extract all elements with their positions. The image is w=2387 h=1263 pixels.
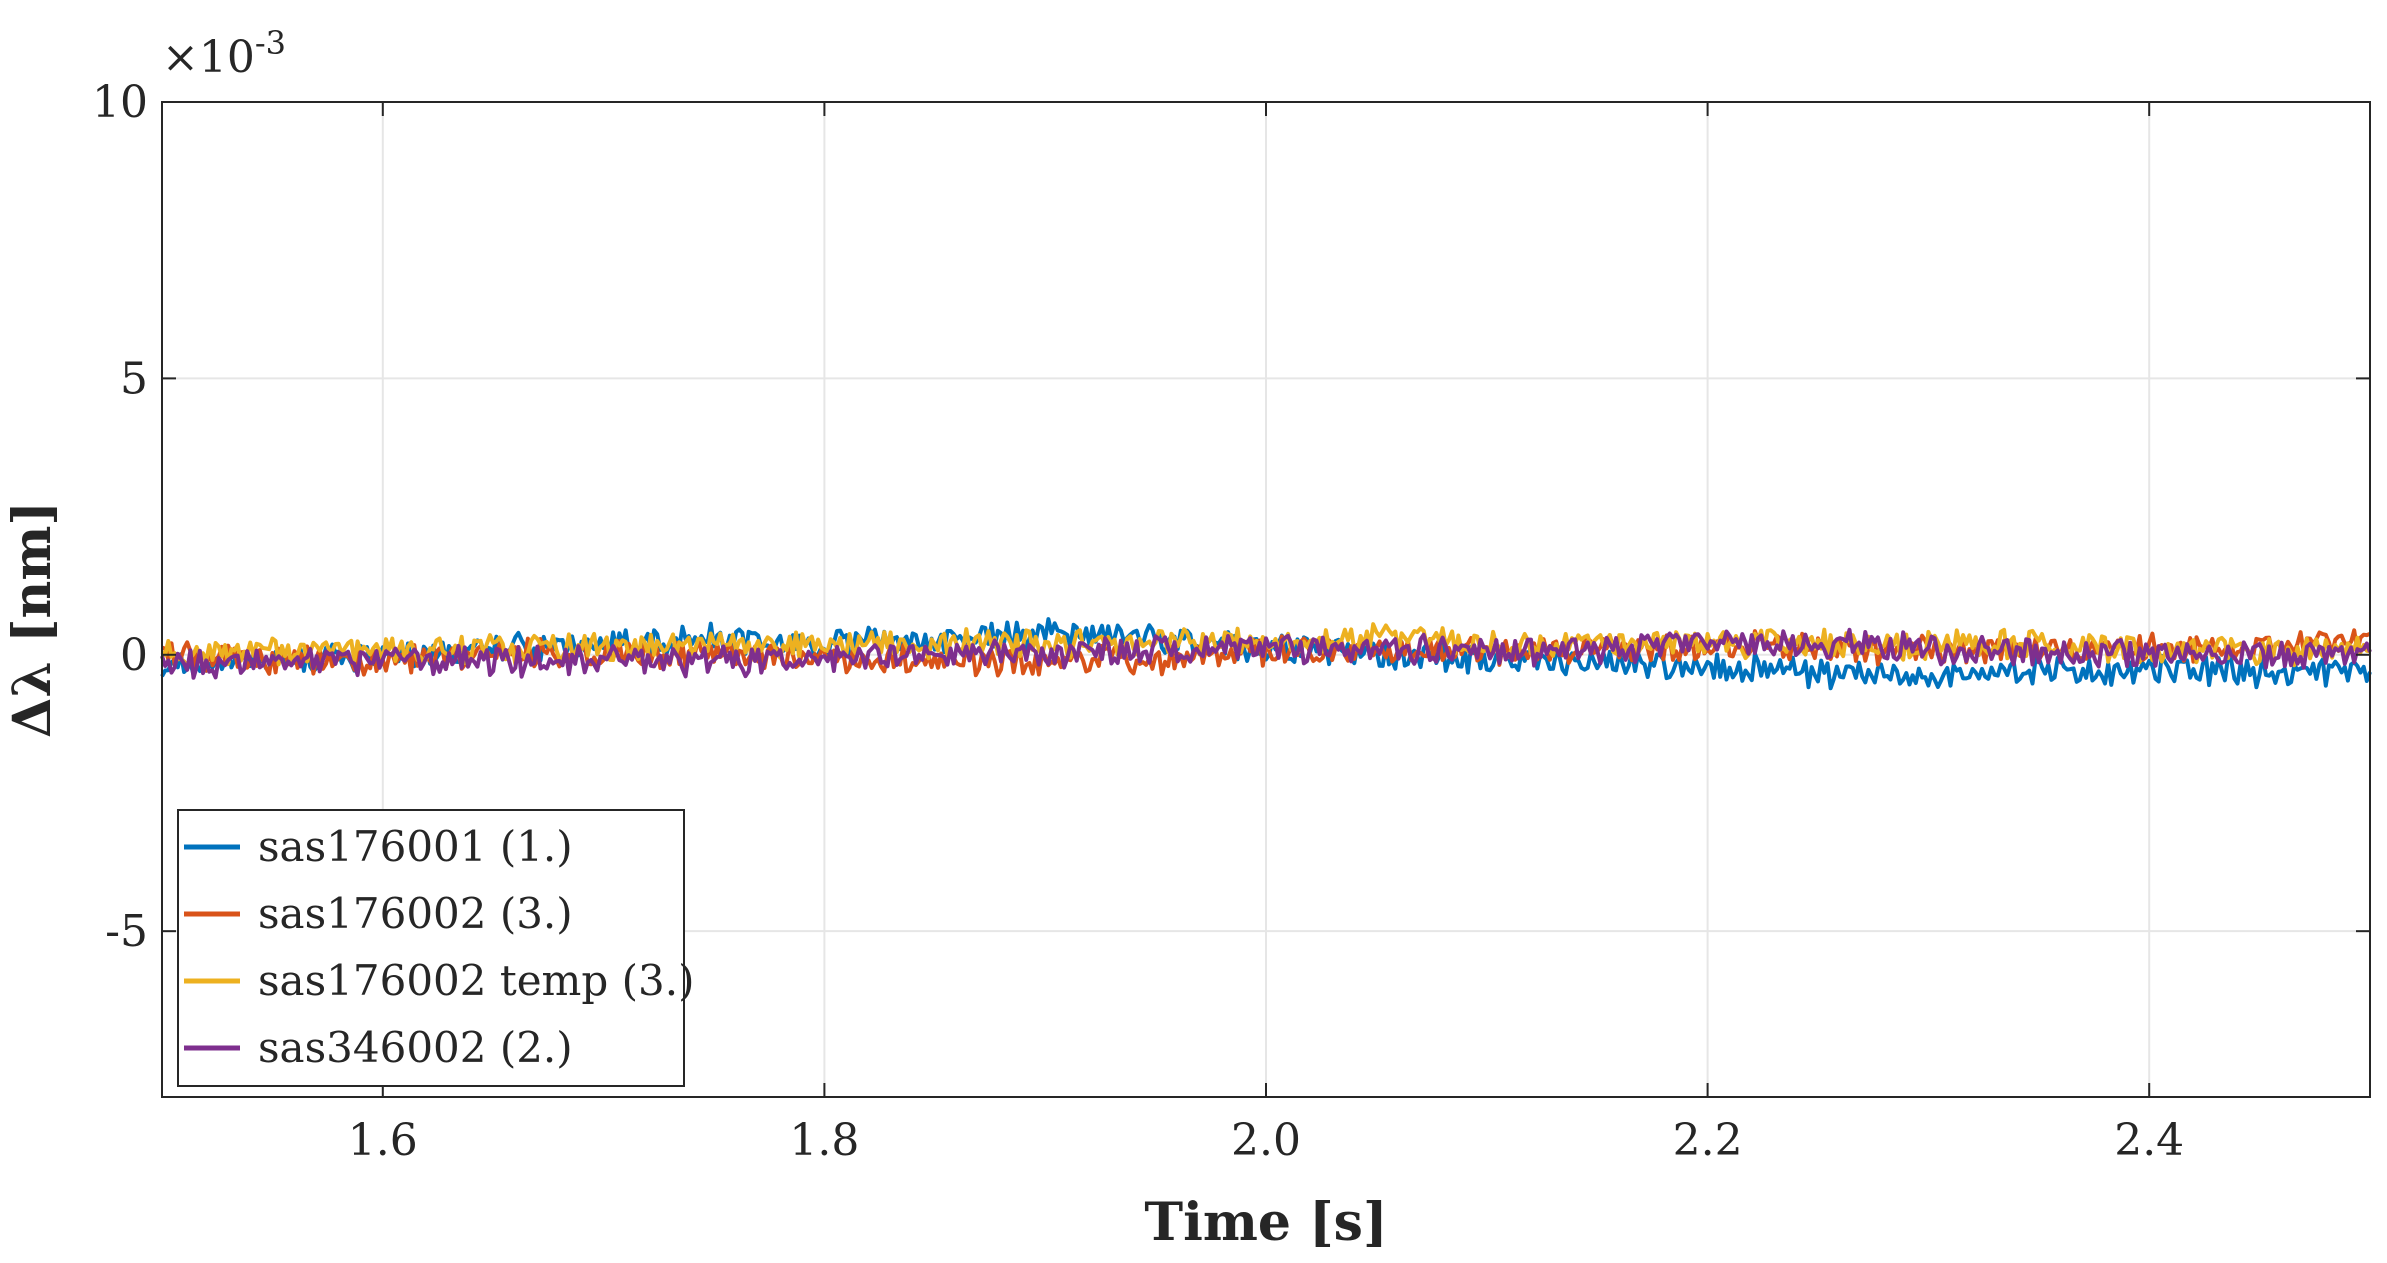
series-line-4 xyxy=(160,627,2372,680)
legend-box xyxy=(177,809,685,1087)
x-tick-label: 2.0 xyxy=(1231,1115,1301,1166)
x-tick-label: 2.2 xyxy=(1673,1115,1743,1166)
y-tick-label: 0 xyxy=(120,630,148,681)
legend-label: sas176001 (1.) xyxy=(258,822,573,871)
x-axis-label: Time [s] xyxy=(1144,1192,1387,1253)
y-exponent-label: ×10-3 xyxy=(162,24,286,83)
x-tick-label: 1.8 xyxy=(789,1115,859,1166)
legend-label: sas176002 temp (3.) xyxy=(258,956,694,1005)
legend-label: sas346002 (2.) xyxy=(258,1023,573,1072)
x-axis: 1.6 1.8 2.0 2.2 2.4 xyxy=(348,102,2184,1166)
y-axis-label: Δλ [nm] xyxy=(2,501,63,738)
legend: sas176001 (1.) sas176002 (3.) sas176002 te… xyxy=(177,809,694,1087)
y-exponent-base: ×10 xyxy=(162,32,255,83)
y-tick-label: 10 xyxy=(92,77,148,128)
y-exponent-power: -3 xyxy=(255,24,286,62)
x-tick-label: 2.4 xyxy=(2114,1115,2184,1166)
series-lines xyxy=(160,617,2372,691)
legend-label: sas176002 (3.) xyxy=(258,889,573,938)
y-tick-label: -5 xyxy=(105,906,148,957)
y-tick-label: 5 xyxy=(120,353,148,404)
y-axis: -5 0 5 10 xyxy=(92,77,2370,957)
x-tick-label: 1.6 xyxy=(348,1115,418,1166)
